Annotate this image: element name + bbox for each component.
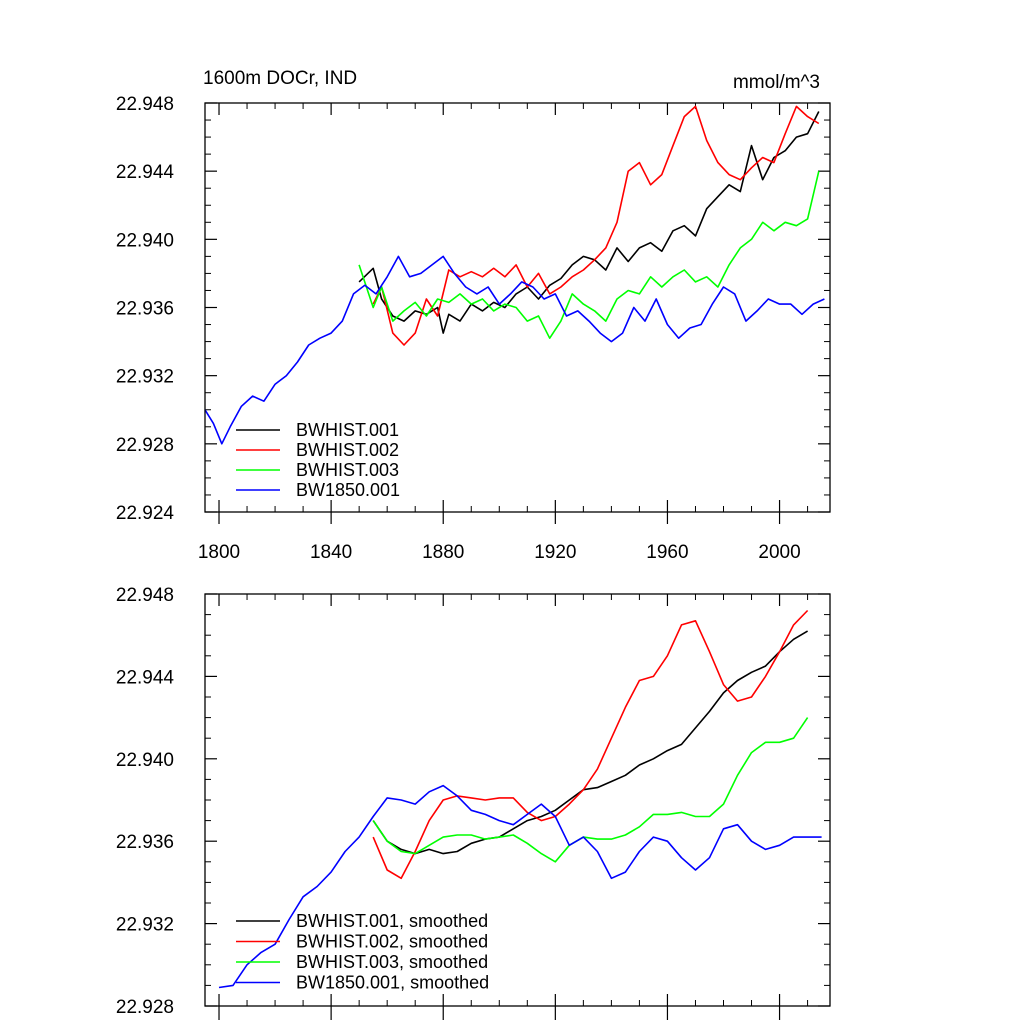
y-tick-label: 22.932 (116, 915, 174, 936)
bottom-panel-ticks (205, 593, 830, 1020)
x-tick-label: 1840 (310, 542, 352, 563)
legend-label-4: BW1850.001 (296, 480, 400, 500)
top-panel: 1600m DOCr, IND mmol/m^3 1800 1840 1880 192… (116, 68, 831, 563)
top-panel-ticks (205, 102, 830, 524)
top-panel-tick-labels: 1800 1840 1880 1920 1960 2000 22.924 22.928 22.9… (116, 94, 801, 563)
legend-label-1: BWHIST.001, smoothed (296, 911, 488, 931)
y-tick-label: 22.948 (116, 585, 174, 606)
top-panel-series (204, 105, 825, 445)
top-panel-frame (204, 102, 831, 513)
y-tick-label: 22.936 (116, 299, 174, 320)
bottom-panel: 22.928 22.932 22.936 22.940 22.944 22.948 BWH… (116, 585, 831, 1020)
bottom-panel-frame (204, 593, 831, 1007)
y-tick-label: 22.924 (116, 503, 175, 524)
legend-label-2: BWHIST.002, smoothed (296, 932, 488, 952)
y-tick-label: 22.944 (116, 667, 175, 688)
y-tick-label: 22.940 (116, 230, 174, 251)
y-tick-label: 22.944 (116, 162, 175, 183)
y-tick-label: 22.932 (116, 367, 174, 388)
y-tick-label: 22.940 (116, 750, 174, 771)
bottom-panel-series (218, 609, 822, 989)
series-line-2 (372, 609, 809, 880)
legend-label-3: BWHIST.003 (296, 460, 399, 480)
y-tick-label: 22.936 (116, 832, 174, 853)
series-line-1 (372, 630, 809, 855)
x-tick-label: 1880 (422, 542, 464, 563)
y-tick-label: 22.948 (116, 94, 174, 115)
series-line-1 (358, 111, 820, 334)
legend-label-2: BWHIST.002 (296, 440, 399, 460)
x-tick-label: 2000 (758, 542, 800, 563)
legend-label-3: BWHIST.003, smoothed (296, 952, 488, 972)
y-tick-label: 22.928 (116, 997, 174, 1018)
bottom-panel-tick-labels: 22.928 22.932 22.936 22.940 22.944 22.948 (116, 585, 175, 1018)
top-panel-units: mmol/m^3 (733, 72, 820, 93)
series-line-2 (372, 105, 820, 346)
legend-label-1: BWHIST.001 (296, 420, 399, 440)
series-line-3 (372, 717, 809, 863)
legend-label-4: BW1850.001, smoothed (296, 973, 489, 993)
series-line-4 (218, 784, 822, 989)
y-tick-label: 22.928 (116, 435, 174, 456)
series-line-4 (204, 255, 825, 445)
x-tick-label: 1960 (646, 542, 688, 563)
series-line-3 (358, 171, 820, 340)
x-tick-label: 1920 (534, 542, 576, 563)
x-tick-label: 1800 (198, 542, 240, 563)
top-panel-title: 1600m DOCr, IND (203, 68, 357, 89)
